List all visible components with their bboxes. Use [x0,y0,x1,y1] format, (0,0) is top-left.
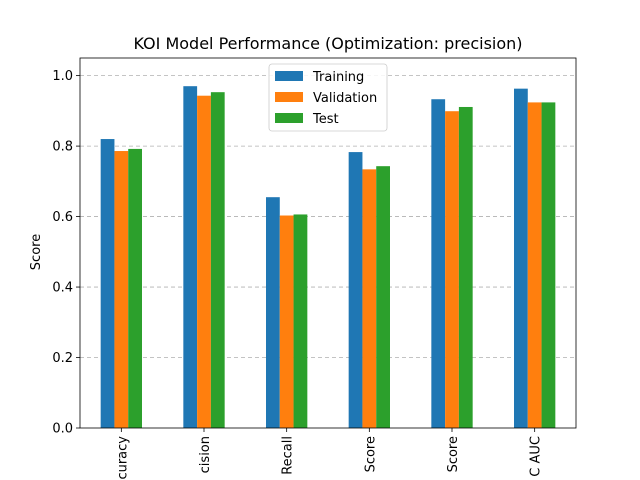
bar-training [266,197,280,428]
x-tick-label: Recall [281,436,296,475]
y-tick-label: 0.2 [52,351,73,366]
bar-training [431,99,446,428]
legend-swatch-training [275,71,303,81]
plot-frame [79,57,577,429]
bar-validation [197,95,211,428]
bar-test [541,102,556,429]
bar-validation [527,102,542,429]
bar-training [348,152,363,429]
legend-label-test: Test [312,112,339,127]
legend-label-training: Training [312,70,364,85]
y-tick-label: 0.0 [52,422,73,437]
x-tick-label: curacy [115,436,130,480]
y-tick-label: 0.4 [52,281,73,296]
bar-test [376,166,390,428]
bar-test [293,214,308,428]
bar-validation [114,151,129,428]
bar-validation [362,169,377,428]
bar-test [458,106,473,428]
y-ticks: 0.0 0.2 0.4 0.6 0.8 1.0 [52,69,80,437]
chart-title: KOI Model Performance (Optimization: pre… [133,34,522,53]
axes [79,57,577,429]
bar-validation [279,215,294,428]
bar-training [100,139,115,429]
bar-training [514,88,528,429]
legend-swatch-test [275,113,303,123]
x-tick-label: C AUC [529,436,544,477]
bar-validation [445,111,459,428]
y-tick-label: 0.8 [52,140,73,155]
bar-test [210,92,225,428]
bar-test [128,148,142,428]
bars [100,86,556,429]
y-tick-label: 1.0 [52,69,73,84]
legend: Training Validation Test [268,63,388,132]
y-axis-label: Score [29,234,44,270]
bar-training [183,86,198,428]
legend-label-validation: Validation [313,91,377,106]
legend-swatch-validation [275,92,303,102]
x-tick-label: Score [363,436,378,472]
x-ticks: curacy cision Recall Score Score C AUC [115,428,544,480]
y-tick-label: 0.6 [52,210,73,225]
x-tick-label: cision [198,436,213,473]
x-tick-label: Score [446,436,461,472]
